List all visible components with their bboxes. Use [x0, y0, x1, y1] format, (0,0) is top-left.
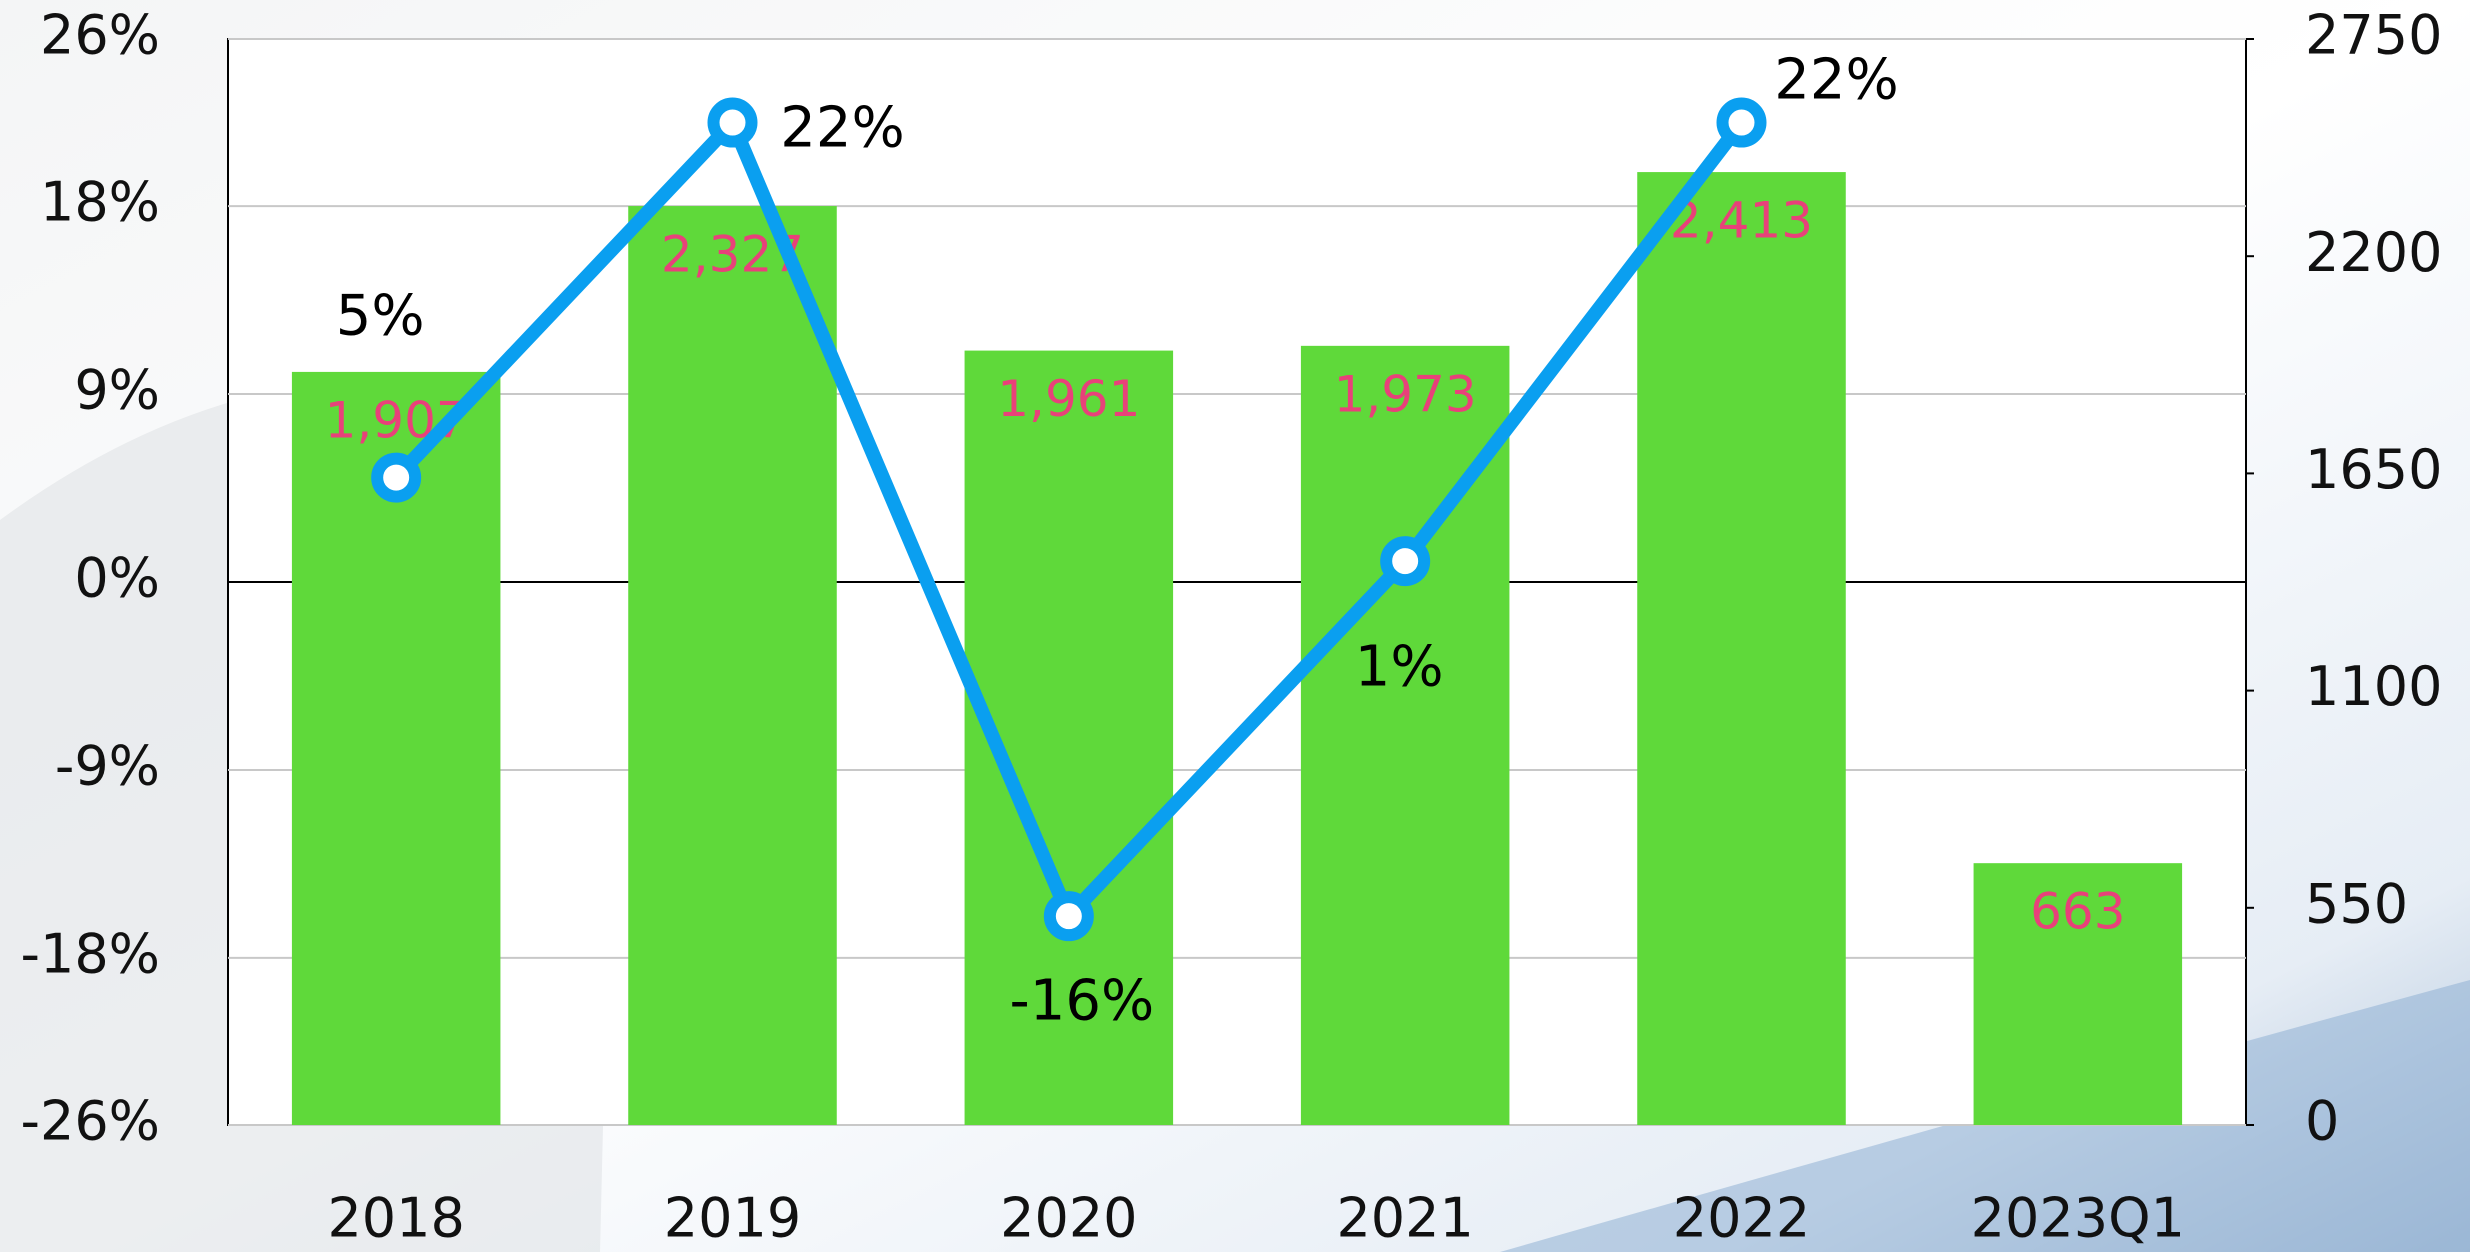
line-value-label: 22%	[780, 96, 904, 161]
y2-tick-label: 1650	[2305, 438, 2442, 501]
y2-tick-label: 2750	[2305, 4, 2442, 67]
y2-tick-label: 2200	[2305, 221, 2442, 284]
x-tick-label: 2019	[664, 1187, 801, 1250]
bar-value-label: 1,973	[1334, 365, 1477, 423]
x-tick-label: 2020	[1000, 1187, 1137, 1250]
line-point	[1716, 97, 1767, 148]
line-point	[1043, 891, 1094, 942]
line-point	[371, 452, 422, 503]
line-point	[707, 97, 758, 148]
bar	[1637, 172, 1846, 1126]
x-tick-label: 2018	[327, 1187, 464, 1250]
bar	[628, 206, 837, 1126]
line-value-label: 1%	[1355, 634, 1444, 699]
x-tick-label: 2023Q1	[1971, 1187, 2185, 1250]
y-tick-label: -26%	[20, 1090, 160, 1153]
bar-value-label: 1,961	[997, 370, 1140, 428]
line-value-label: 22%	[1774, 48, 1898, 113]
x-tick-label: 2022	[1673, 1187, 1810, 1250]
y2-tick-label: 0	[2305, 1090, 2339, 1153]
y-tick-label: 18%	[40, 171, 160, 234]
y2-tick-label: 1100	[2305, 655, 2442, 718]
y-tick-label: 9%	[74, 359, 160, 422]
line-point	[1380, 536, 1431, 587]
line-value-label: -16%	[1009, 968, 1154, 1033]
line-value-label: 5%	[336, 284, 425, 349]
x-tick-label: 2021	[1336, 1187, 1473, 1250]
bar-value-label: 2,413	[1670, 192, 1813, 250]
y2-tick-label: 550	[2305, 872, 2408, 935]
bar	[1973, 863, 2183, 1125]
bar-value-label: 663	[2030, 883, 2125, 941]
y-tick-label: 0%	[74, 547, 160, 610]
y-tick-label: -18%	[20, 923, 160, 986]
y-tick-label: -9%	[55, 735, 160, 798]
y-tick-label: 26%	[40, 4, 160, 67]
